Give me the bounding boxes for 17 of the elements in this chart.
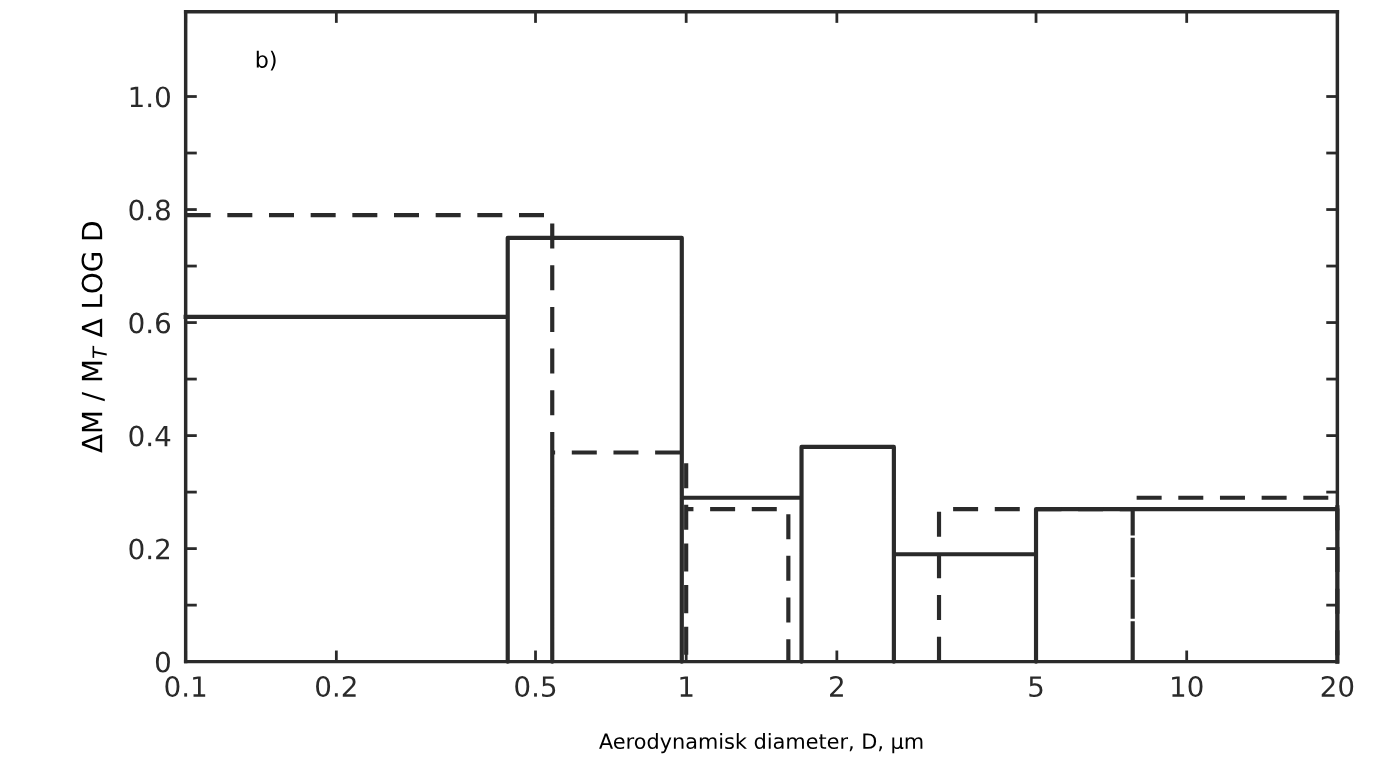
y-axis-title: ΔM / M$_{T}$ Δ LOG D (81, 222, 107, 453)
x-tick-label: 20 (1321, 676, 1354, 698)
y-tick-label: 1.0 (130, 86, 170, 108)
x-tick-label: 5 (1029, 676, 1043, 698)
y-tick-label: 0.6 (129, 312, 171, 334)
x-tick-label: 0.1 (165, 676, 206, 698)
x-tick-label: 2 (830, 676, 843, 697)
y-tick-label: 0.8 (129, 199, 170, 221)
x-axis-title: Aerodynamisk diameter, D, µm (599, 732, 923, 754)
x-tick-label: 0.2 (316, 676, 356, 698)
y-tick-label: 0 (155, 651, 170, 673)
y-tick-label: 0.2 (129, 538, 169, 560)
y-tick-label: 0.4 (129, 425, 171, 447)
x-tick-label: 10 (1172, 676, 1203, 698)
x-tick-label: 0.5 (515, 676, 556, 698)
x-tick-label: 1 (680, 676, 693, 697)
annotation: b) (256, 50, 276, 71)
